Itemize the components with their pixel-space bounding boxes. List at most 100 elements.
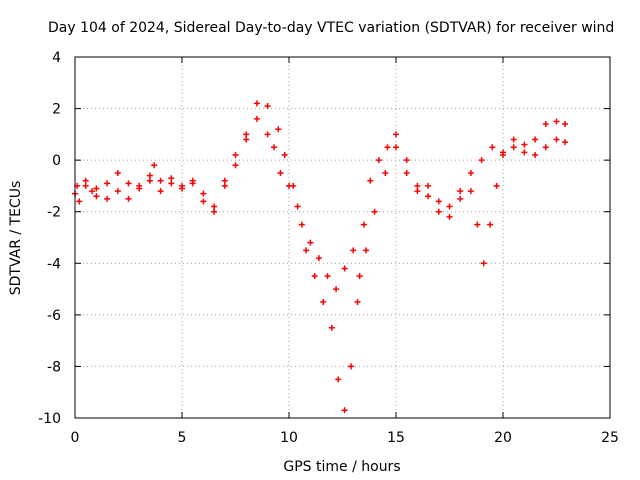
data-point-marker — [414, 182, 421, 189]
data-point-marker — [189, 180, 196, 187]
chart-title: Day 104 of 2024, Sidereal Day-to-day VTE… — [48, 20, 614, 36]
data-point-marker — [393, 131, 399, 138]
data-point-marker — [333, 286, 340, 293]
data-point-marker — [446, 203, 453, 210]
data-point-marker — [354, 298, 361, 305]
data-point-marker — [435, 198, 442, 205]
data-point-marker — [76, 198, 83, 205]
y-axis-label: SDTVAR / TECUs — [8, 181, 24, 296]
data-point-marker — [200, 198, 207, 205]
plot-frame — [74, 56, 611, 419]
data-point-marker — [232, 151, 239, 158]
data-point-marker — [348, 363, 355, 370]
data-point-marker — [335, 376, 342, 383]
data-point-marker — [467, 188, 474, 195]
data-point-marker — [151, 162, 158, 169]
y-tick-label: 4 — [52, 50, 61, 66]
y-tick-label: -10 — [38, 411, 61, 427]
data-point-marker — [211, 208, 218, 215]
data-point-marker — [367, 177, 374, 184]
data-point-marker — [425, 182, 432, 189]
data-point-marker — [324, 273, 331, 280]
data-point-marker — [157, 177, 164, 184]
data-point-marker — [384, 144, 391, 151]
data-point-marker — [93, 185, 100, 192]
data-point-marker — [104, 180, 111, 187]
data-point-marker — [487, 221, 494, 228]
y-tick-label: -2 — [47, 205, 61, 221]
data-point-marker — [510, 144, 517, 151]
data-point-marker — [303, 247, 310, 254]
data-point-marker — [114, 188, 121, 195]
data-point-marker — [232, 162, 239, 169]
data-point-marker — [341, 265, 348, 272]
data-point-marker — [553, 136, 560, 143]
data-point-marker — [360, 221, 367, 228]
data-point-marker — [179, 185, 185, 192]
data-point-marker — [393, 144, 399, 151]
data-point-marker — [253, 100, 260, 107]
data-point-marker — [467, 170, 474, 177]
data-point-marker — [136, 182, 143, 189]
data-point-marker — [243, 136, 250, 143]
data-point-marker — [298, 221, 305, 228]
x-tick-label: 20 — [494, 430, 512, 446]
y-tick-label: -4 — [47, 256, 61, 272]
data-point-marker — [371, 208, 378, 215]
data-point-marker — [446, 213, 453, 220]
data-point-marker — [89, 188, 96, 195]
data-point-marker — [253, 115, 260, 122]
data-point-marker — [363, 247, 370, 254]
data-point-marker — [532, 136, 539, 143]
data-point-marker — [264, 102, 271, 109]
data-point-marker — [350, 247, 357, 254]
data-point-marker — [562, 139, 569, 146]
data-point-marker — [425, 193, 432, 200]
data-point-marker — [104, 195, 111, 202]
y-tick-label: -6 — [47, 308, 61, 324]
data-point-marker — [275, 126, 282, 133]
data-point-marker — [328, 324, 335, 331]
data-point-marker — [457, 195, 464, 202]
data-point-marker — [521, 149, 528, 156]
data-point-marker — [243, 131, 250, 138]
data-point-marker — [403, 170, 410, 177]
data-point-marker — [457, 188, 464, 195]
data-point-marker — [478, 157, 485, 164]
data-point-marker — [271, 144, 278, 151]
data-point-marker — [307, 239, 314, 246]
data-point-marker — [114, 170, 121, 177]
data-point-marker — [320, 298, 327, 305]
data-point-marker — [315, 255, 322, 262]
data-point-marker — [168, 175, 175, 182]
data-point-marker — [125, 195, 132, 202]
y-tick-label: 2 — [52, 102, 61, 118]
x-tick-label: 25 — [601, 430, 619, 446]
data-point-marker — [277, 170, 284, 177]
x-tick-label: 15 — [387, 430, 405, 446]
data-point-marker — [168, 180, 175, 187]
x-tick-label: 0 — [71, 430, 80, 446]
data-point-marker — [157, 188, 164, 195]
data-point-marker — [356, 273, 363, 280]
data-point-marker — [341, 407, 348, 414]
data-point-marker — [521, 141, 528, 148]
data-point-marker — [489, 144, 496, 151]
data-point-marker — [403, 157, 410, 164]
data-point-marker — [553, 118, 560, 125]
data-point-marker — [93, 193, 100, 200]
data-point-marker — [500, 151, 506, 158]
grid-lines — [75, 57, 610, 418]
data-point-marker — [474, 221, 481, 228]
data-point-marker — [493, 182, 500, 189]
data-point-marker — [264, 131, 271, 138]
axis-ticks: 0 5 10 15 20 25 -10 -8 -6 -4 -2 0 2 4 — [38, 50, 619, 446]
data-point-marker — [221, 182, 228, 189]
data-point-marker — [146, 172, 153, 179]
x-tick-label: 10 — [280, 430, 298, 446]
data-point-marker — [294, 203, 301, 210]
data-point-marker — [200, 190, 207, 197]
data-point-marker — [532, 151, 539, 158]
data-point-marker — [290, 182, 297, 189]
